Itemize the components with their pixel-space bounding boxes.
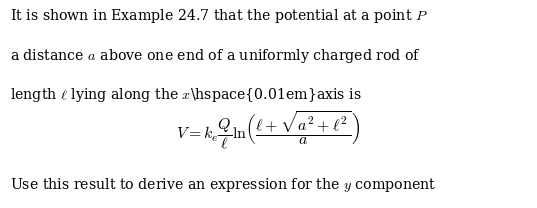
Text: Use this result to derive an expression for the $y$ component: Use this result to derive an expression … [10,176,436,194]
Text: It is shown in Example 24.7 that the potential at a point $P$: It is shown in Example 24.7 that the pot… [10,7,427,25]
Text: $V= k_e\dfrac{Q}{\ell}\ln\!\left(\dfrac{\ell + \sqrt{a^2 + \ell^2}}{a}\right)$: $V= k_e\dfrac{Q}{\ell}\ln\!\left(\dfrac{… [177,110,360,152]
Text: length $\ell$ lying along the $x$\hspace{0.01em}axis is: length $\ell$ lying along the $x$\hspace… [10,86,361,104]
Text: a distance $a$ above one end of a uniformly charged rod of: a distance $a$ above one end of a unifor… [10,47,421,65]
